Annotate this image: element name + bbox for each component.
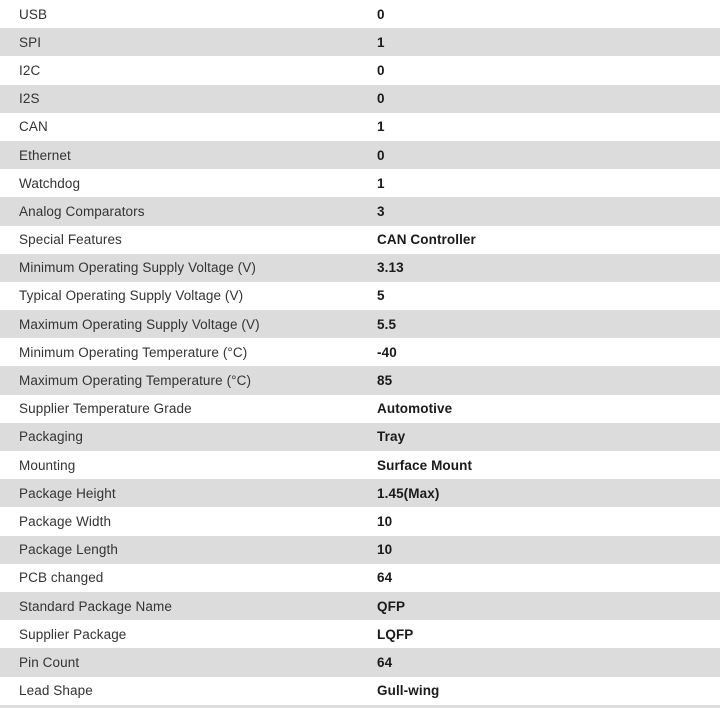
table-row: I2C 0: [0, 56, 720, 84]
attribute-label: Supplier Package: [19, 626, 127, 642]
attribute-label: Package Length: [19, 542, 118, 558]
table-row: Watchdog 1: [0, 169, 720, 197]
attribute-label: Standard Package Name: [19, 598, 172, 614]
table-row: USB 0: [0, 0, 720, 28]
attribute-value: Gull-wing: [377, 683, 440, 699]
attribute-value: 5: [377, 288, 385, 304]
attribute-value: Tray: [377, 429, 406, 445]
attribute-label: Package Height: [19, 485, 116, 501]
attribute-value: 64: [377, 654, 393, 670]
table-row: Minimum Operating Supply Voltage (V) 3.13: [0, 253, 720, 282]
table-row: Special Features CAN Controller: [0, 226, 720, 254]
attribute-label: Ethernet: [19, 147, 71, 163]
table-row: Maximum Operating Temperature (°C) 85: [0, 366, 720, 395]
attribute-label: Mounting: [19, 457, 76, 473]
attribute-label: Analog Comparators: [19, 203, 145, 219]
attribute-label: Maximum Operating Temperature (°C): [19, 373, 252, 389]
attribute-value: 1: [377, 119, 385, 135]
attribute-value: Surface Mount: [377, 457, 473, 473]
attribute-value: 3: [377, 203, 385, 219]
attribute-label: Pin Count: [19, 654, 80, 670]
attribute-value: 0: [377, 62, 385, 78]
table-row: Standard Package Name QFP: [0, 591, 720, 621]
attribute-value: LQFP: [377, 626, 414, 642]
attribute-value: 1: [377, 175, 385, 191]
table-row: I2S 0: [0, 84, 720, 113]
table-row: Analog Comparators 3: [0, 197, 720, 226]
table-row: Minimum Operating Temperature (°C) -40: [0, 338, 720, 366]
table-row: Ethernet 0: [0, 140, 720, 170]
attribute-label: CAN: [19, 119, 48, 135]
attribute-label: Package Width: [19, 513, 112, 529]
table-row: Maximum Operating Supply Voltage (V) 5.5: [0, 310, 720, 339]
attribute-value: 0: [377, 6, 385, 22]
table-row: SPI 1: [0, 28, 720, 57]
attribute-label: I2C: [19, 62, 41, 78]
table-row: Mounting Surface Mount: [0, 451, 720, 479]
attribute-label: PCB changed: [19, 570, 104, 586]
attribute-value: -40: [377, 344, 397, 360]
attribute-label: I2S: [19, 91, 40, 107]
table-row: Typical Operating Supply Voltage (V) 5: [0, 282, 720, 310]
attribute-value: 0: [377, 91, 385, 107]
attribute-value: 85: [377, 373, 393, 389]
attribute-label: USB: [19, 6, 48, 22]
attribute-value: 64: [377, 570, 393, 586]
attribute-label: Minimum Operating Temperature (°C): [19, 344, 248, 360]
attribute-value: 0: [377, 147, 385, 163]
attribute-label: Packaging: [19, 429, 83, 445]
table-row: CAN 1: [0, 113, 720, 141]
table-row: PCB changed 64: [0, 564, 720, 592]
attribute-value: 10: [377, 542, 393, 558]
attribute-value: Automotive: [377, 401, 453, 417]
table-row: Supplier Package LQFP: [0, 620, 720, 648]
attribute-value: 5.5: [377, 316, 397, 332]
partial-next-row: [0, 704, 720, 708]
attribute-label: Typical Operating Supply Voltage (V): [19, 288, 244, 304]
table-row: Package Width 10: [0, 507, 720, 535]
attribute-value: QFP: [377, 598, 406, 614]
attribute-label: Special Features: [19, 232, 122, 248]
table-row: Supplier Temperature Grade Automotive: [0, 395, 720, 423]
attribute-label: Watchdog: [19, 175, 81, 191]
table-row: Lead Shape Gull-wing: [0, 677, 720, 705]
table-row: Packaging Tray: [0, 422, 720, 451]
attribute-label: Minimum Operating Supply Voltage (V): [19, 260, 256, 276]
attribute-value: 1.45(Max): [377, 485, 440, 501]
table-row: Pin Count 64: [0, 648, 720, 677]
attribute-label: Supplier Temperature Grade: [19, 401, 192, 417]
table-row: Package Height 1.45(Max): [0, 479, 720, 508]
attribute-label: Lead Shape: [19, 683, 93, 699]
attribute-label: SPI: [19, 34, 42, 50]
attribute-label: Maximum Operating Supply Voltage (V): [19, 316, 260, 332]
table-row: Package Length 10: [0, 535, 720, 564]
attribute-value: CAN Controller: [377, 232, 476, 248]
attribute-value: 3.13: [377, 260, 404, 276]
attribute-value: 1: [377, 34, 385, 50]
attribute-value: 10: [377, 513, 393, 529]
